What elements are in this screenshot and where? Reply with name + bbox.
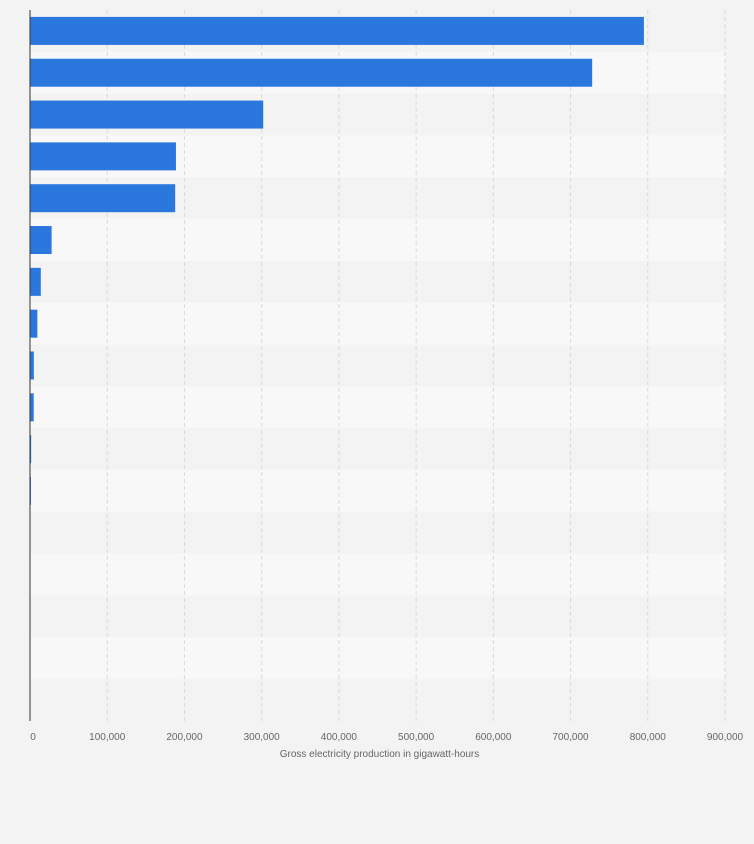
bar — [30, 58, 593, 87]
row-band — [30, 511, 725, 554]
bar — [30, 267, 41, 296]
x-tick-label: 300,000 — [244, 732, 281, 743]
bar — [30, 184, 176, 213]
x-axis-title: Gross electricity production in gigawatt… — [280, 749, 480, 760]
row-band — [30, 386, 725, 429]
x-tick-label: 500,000 — [398, 732, 435, 743]
row-band — [30, 595, 725, 638]
x-tick-label: 700,000 — [552, 732, 589, 743]
row-band — [30, 302, 725, 345]
bar — [30, 142, 176, 171]
row-band — [30, 679, 725, 721]
bar — [30, 309, 38, 338]
bar — [30, 226, 52, 255]
x-tick-label: 900,000 — [707, 732, 744, 743]
x-axis-ticks: 0 100,000 200,000 300,000 400,000 500,000 600,… — [30, 732, 743, 743]
bar — [30, 435, 32, 464]
bar — [30, 351, 34, 380]
x-tick-label: 0 — [30, 732, 36, 743]
row-band — [30, 344, 725, 387]
x-tick-label: 100,000 — [89, 732, 126, 743]
row-band — [30, 553, 725, 596]
x-tick-label: 400,000 — [321, 732, 358, 743]
x-tick-label: 800,000 — [630, 732, 667, 743]
row-band — [30, 428, 725, 471]
bar — [30, 393, 34, 422]
row-band — [30, 219, 725, 261]
row-band — [30, 260, 725, 303]
bars — [30, 16, 644, 505]
row-band — [30, 470, 725, 512]
bar — [30, 16, 644, 45]
bar — [30, 100, 264, 129]
x-tick-label: 600,000 — [475, 732, 512, 743]
row-band — [30, 637, 725, 680]
x-tick-label: 200,000 — [166, 732, 203, 743]
